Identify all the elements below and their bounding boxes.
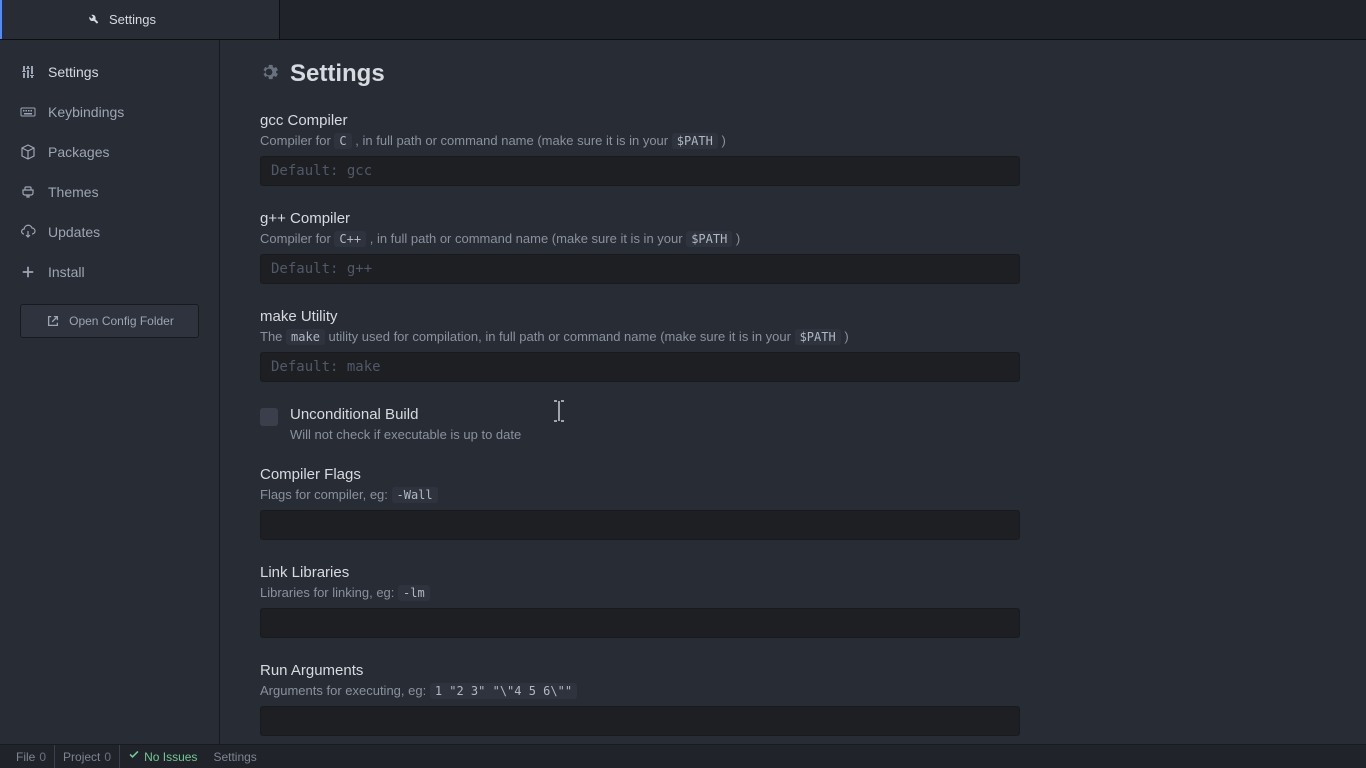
status-bar: File 0 Project 0 No Issues Settings — [0, 744, 1366, 768]
setting-description: Arguments for executing, eg: 1 "2 3" "\"… — [260, 683, 1020, 698]
sidebar-label: Updates — [48, 224, 100, 240]
gpp-compiler-input[interactable] — [260, 254, 1020, 284]
sidebar-label: Install — [48, 264, 85, 280]
setting-gpp: g++ Compiler Compiler for C++ , in full … — [260, 210, 1020, 284]
external-link-icon — [45, 313, 61, 329]
editor-tab-bar — [280, 0, 1366, 40]
check-icon — [128, 749, 140, 764]
setting-label: gcc Compiler — [260, 112, 1020, 129]
package-icon — [20, 144, 36, 160]
wrench-icon — [85, 12, 101, 28]
sidebar-label: Settings — [48, 64, 99, 80]
sidebar-item-themes[interactable]: Themes — [0, 172, 219, 212]
sidebar-item-keybindings[interactable]: Keybindings — [0, 92, 219, 132]
setting-compiler-flags: Compiler Flags Flags for compiler, eg: -… — [260, 466, 1020, 540]
sidebar-item-packages[interactable]: Packages — [0, 132, 219, 172]
setting-description: The make utility used for compilation, i… — [260, 329, 1020, 344]
setting-description: Compiler for C++ , in full path or comma… — [260, 231, 1020, 246]
settings-sidebar: Settings Keybindings Packages Themes Upd… — [0, 40, 220, 744]
keyboard-icon — [20, 104, 36, 120]
setting-description: Compiler for C , in full path or command… — [260, 133, 1020, 148]
sidebar-item-updates[interactable]: Updates — [0, 212, 219, 252]
make-utility-input[interactable] — [260, 352, 1020, 382]
setting-unconditional-build: Unconditional Build Will not check if ex… — [260, 406, 1020, 442]
plus-icon — [20, 264, 36, 280]
setting-label: make Utility — [260, 308, 1020, 325]
status-file[interactable]: File 0 — [8, 745, 55, 768]
status-context[interactable]: Settings — [205, 745, 264, 768]
checkbox-label: Unconditional Build — [290, 406, 1020, 423]
setting-label: Run Arguments — [260, 662, 1020, 679]
run-arguments-input[interactable] — [260, 706, 1020, 736]
setting-make: make Utility The make utility used for c… — [260, 308, 1020, 382]
setting-label: Link Libraries — [260, 564, 1020, 581]
gcc-compiler-input[interactable] — [260, 156, 1020, 186]
sidebar-item-settings[interactable]: Settings — [0, 52, 219, 92]
checkbox-description: Will not check if executable is up to da… — [290, 427, 1020, 442]
compiler-flags-input[interactable] — [260, 510, 1020, 540]
cloud-download-icon — [20, 224, 36, 240]
status-project[interactable]: Project 0 — [55, 745, 120, 768]
status-issues[interactable]: No Issues — [120, 745, 205, 768]
setting-description: Libraries for linking, eg: -lm — [260, 585, 1020, 600]
setting-description: Flags for compiler, eg: -Wall — [260, 487, 1020, 502]
open-config-folder-button[interactable]: Open Config Folder — [20, 304, 199, 338]
setting-label: Compiler Flags — [260, 466, 1020, 483]
sidebar-label: Themes — [48, 184, 99, 200]
page-title: Settings — [290, 60, 385, 88]
tab-title: Settings — [109, 12, 156, 27]
unconditional-build-checkbox[interactable] — [260, 408, 278, 426]
setting-run-arguments: Run Arguments Arguments for executing, e… — [260, 662, 1020, 736]
sidebar-label: Packages — [48, 144, 109, 160]
sliders-icon — [20, 64, 36, 80]
config-button-label: Open Config Folder — [69, 314, 174, 328]
sidebar-item-install[interactable]: Install — [0, 252, 219, 292]
setting-link-libraries: Link Libraries Libraries for linking, eg… — [260, 564, 1020, 638]
setting-label: g++ Compiler — [260, 210, 1020, 227]
link-libraries-input[interactable] — [260, 608, 1020, 638]
tab-settings[interactable]: Settings — [0, 0, 280, 39]
setting-gcc: gcc Compiler Compiler for C , in full pa… — [260, 112, 1020, 186]
settings-content: Settings gcc Compiler Compiler for C , i… — [220, 40, 1366, 744]
gear-icon — [260, 63, 278, 86]
sidebar-label: Keybindings — [48, 104, 124, 120]
paint-icon — [20, 184, 36, 200]
